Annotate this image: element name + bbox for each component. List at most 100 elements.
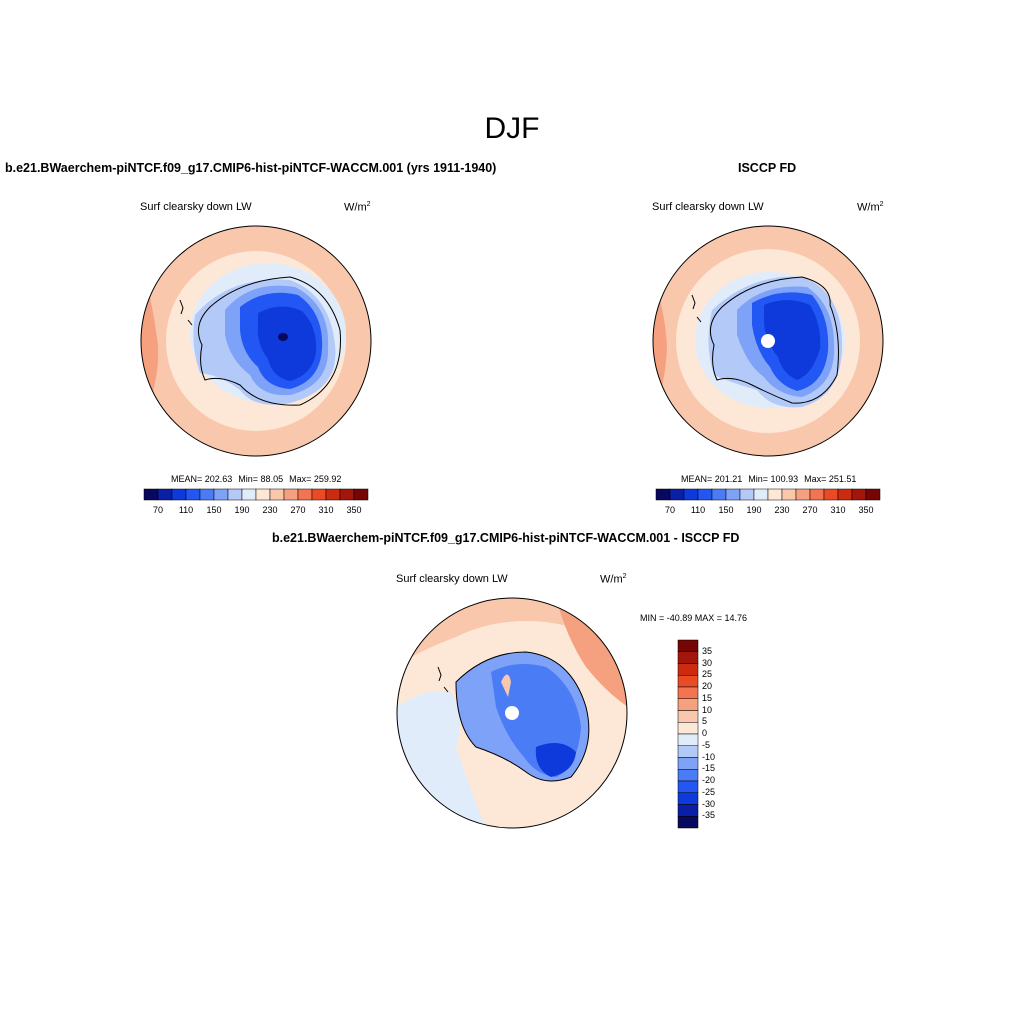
obs-colorbar-swatch [697,488,713,501]
model-colorbar-swatch [255,488,271,501]
obs-units-label: W/m2 [857,201,884,214]
diff-colorbar-tick-label: -20 [702,775,716,785]
diff-colorbar-swatch [677,733,699,746]
diff-colorbar-swatch [677,804,699,817]
diff-panel-title: b.e21.BWaerchem-piNTCF.f09_g17.CMIP6-his… [272,531,740,545]
diff-colorbar-tick-label: 15 [702,692,713,703]
obs-colorbar-swatch [655,488,671,501]
model-colorbar [143,488,369,501]
model-colorbar-tick-label: 230 [262,505,278,515]
obs-colorbar-tick-label: 310 [830,505,846,515]
diff-colorbar-tick-label: -30 [702,798,716,809]
diff-colorbar-swatch [677,816,699,829]
model-units-label: W/m2 [344,201,371,214]
model-colorbar-tick-label: 350 [346,505,362,515]
obs-colorbar-tick-label: 270 [802,505,818,515]
model-colorbar-swatch [283,488,299,501]
obs-colorbar-tick-label: 230 [774,505,790,515]
model-colorbar-swatch [171,488,187,501]
obs-colorbar-tick-label: 110 [690,505,706,515]
model-coastline [197,276,341,406]
model-colorbar-swatch [325,488,341,501]
obs-pole-gap [761,334,775,348]
obs-colorbar-tick-label: 350 [858,505,874,515]
diff-map-border [396,597,628,829]
diff-colorbar-swatch [677,769,699,782]
diff-colorbar-swatch [677,722,699,735]
obs-panel-title: ISCCP FD [738,161,797,175]
obs-colorbar-swatch [683,488,699,501]
obs-variable-label: Surf clearsky down LW [652,201,764,213]
model-colorbar-swatch [157,488,173,501]
model-colorbar-labels: 70 110 150 190 230 270 310 350 [144,505,368,517]
diff-warm-spot [501,674,511,697]
obs-coastline [709,276,839,404]
model-map-border [140,225,372,457]
model-colorbar-swatch [339,488,355,501]
diff-colorbar-tick-label: 5 [702,716,708,727]
diff-colorbar-swatch [677,675,699,688]
model-variable-label: Surf clearsky down LW [140,201,252,213]
diff-colorbar-tick-label: 25 [702,669,713,680]
diff-units-label: W/m2 [600,573,627,586]
diff-ice-core [535,743,576,777]
diff-colorbar-swatch [677,780,699,793]
diff-colorbar-tick-label: -15 [702,763,716,774]
obs-colorbar-swatch [837,488,853,501]
model-colorbar-swatch [241,488,257,501]
diff-colorbar-swatch [677,686,699,699]
obs-colorbar-swatch [823,488,839,501]
obs-colorbar-swatch [669,488,685,501]
obs-colorbar-swatch [865,488,881,501]
model-ice-core [257,306,317,381]
diff-colorbar-tick-label: -35 [702,810,716,821]
diff-colorbar-swatch [677,757,699,770]
model-colorbar-tick-label: 110 [178,505,194,515]
model-colorbar-tick-label: 270 [290,505,306,515]
diff-colorbar-tick-label: 20 [702,681,713,691]
obs-colorbar-labels: 70 110 150 190 230 270 310 350 [656,505,880,517]
model-colorbar-tick-label: 70 [152,505,163,515]
obs-colorbar-tick-label: 150 [718,505,734,515]
diff-colorbar-swatch [677,710,699,723]
model-colorbar-tick-label: 150 [206,505,222,515]
diff-colorbar-tick-label: 35 [702,645,713,656]
diff-stats: MIN = -40.89 MAX = 14.76 [640,613,748,623]
obs-polar-map [652,225,884,457]
diff-colorbar-tick-label: 30 [702,657,713,668]
obs-colorbar-swatch [725,488,741,501]
model-colorbar-swatch [297,488,313,501]
season-title: DJF [484,112,540,145]
diff-colorbar-swatch [677,651,699,664]
diff-colorbar-swatch [677,792,699,805]
obs-stats: MEAN= 201.21 Min= 100.93 Max= 251.51 [681,474,857,484]
diff-variable-label: Surf clearsky down LW [396,573,508,585]
model-island-coast [179,299,193,326]
obs-colorbar-swatch [795,488,811,501]
obs-colorbar-tick-label: 190 [746,505,762,515]
diff-coastline [455,651,590,782]
diff-colorbar-tick-label: -10 [702,751,716,762]
model-colorbar-swatch [227,488,243,501]
diff-polar-map [396,597,628,829]
obs-colorbar-swatch [781,488,797,501]
diff-colorbar-labels: 35 30 25 20 15 10 5 0 -5 -10 -15 -20 -25 -30 -35 [702,640,742,828]
diff-colorbar-tick-label: -25 [702,786,716,797]
obs-colorbar-swatch [767,488,783,501]
obs-colorbar-tick-label: 70 [664,505,675,515]
diff-colorbar-swatch [677,745,699,758]
model-colorbar-swatch [353,488,369,501]
model-ice-min [278,333,288,341]
obs-island-coast [691,294,702,323]
obs-map-border [652,225,884,457]
obs-colorbar-swatch [739,488,755,501]
obs-colorbar-swatch [753,488,769,501]
diff-colorbar-tick-label: 10 [702,704,713,715]
obs-colorbar-swatch [851,488,867,501]
obs-colorbar-swatch [711,488,727,501]
model-colorbar-swatch [311,488,327,501]
diff-colorbar-tick-label: 0 [702,728,708,738]
obs-colorbar-swatch [809,488,825,501]
model-colorbar-swatch [269,488,285,501]
model-colorbar-swatch [185,488,201,501]
